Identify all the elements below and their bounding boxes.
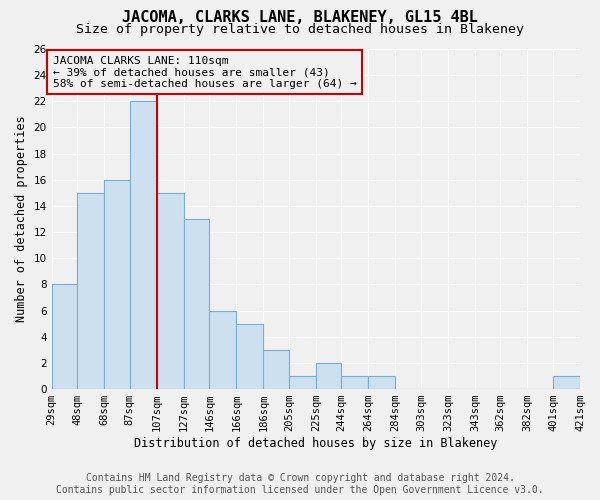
- Bar: [52, 284, 77, 389]
- Bar: [236, 324, 263, 389]
- Bar: [104, 180, 130, 389]
- Bar: [157, 193, 184, 389]
- Text: Size of property relative to detached houses in Blakeney: Size of property relative to detached ho…: [76, 22, 524, 36]
- Bar: [368, 376, 395, 389]
- Y-axis label: Number of detached properties: Number of detached properties: [15, 116, 28, 322]
- Bar: [77, 193, 104, 389]
- Text: Contains HM Land Registry data © Crown copyright and database right 2024.
Contai: Contains HM Land Registry data © Crown c…: [56, 474, 544, 495]
- Text: JACOMA CLARKS LANE: 110sqm
← 39% of detached houses are smaller (43)
58% of semi: JACOMA CLARKS LANE: 110sqm ← 39% of deta…: [53, 56, 357, 88]
- Bar: [130, 102, 157, 389]
- X-axis label: Distribution of detached houses by size in Blakeney: Distribution of detached houses by size …: [134, 437, 497, 450]
- Bar: [553, 376, 580, 389]
- Bar: [289, 376, 316, 389]
- Bar: [341, 376, 368, 389]
- Bar: [316, 363, 341, 389]
- Text: JACOMA, CLARKS LANE, BLAKENEY, GL15 4BL: JACOMA, CLARKS LANE, BLAKENEY, GL15 4BL: [122, 10, 478, 25]
- Bar: [209, 310, 236, 389]
- Bar: [184, 219, 209, 389]
- Bar: [263, 350, 289, 389]
